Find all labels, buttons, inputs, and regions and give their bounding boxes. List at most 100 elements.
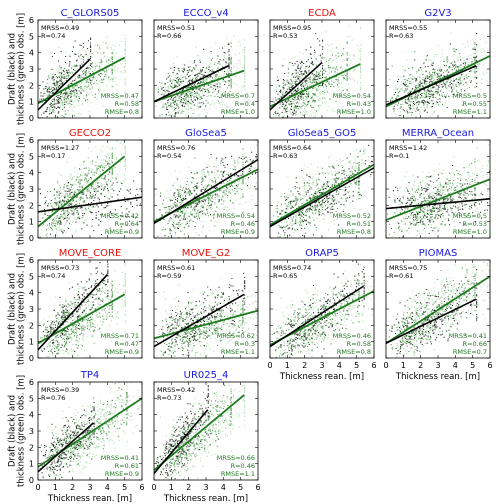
black-r: R=0.66 bbox=[157, 32, 181, 40]
panel-glosea5: GloSea5 MRSS=0.76R=0.54 MRSS=0.54R=0.46RMS… bbox=[153, 128, 259, 239]
green-fit-line bbox=[386, 178, 490, 221]
x-tick-label: 3 bbox=[87, 483, 92, 492]
x-tick-label: 3 bbox=[319, 361, 324, 370]
plot-area bbox=[386, 20, 490, 118]
y-tick-label: 0 bbox=[29, 476, 34, 485]
green-mrss: MRSS=0.46 bbox=[333, 332, 371, 340]
black-fit-line bbox=[38, 58, 91, 111]
y-axis-label-line2: thickness (green) obs. [m] bbox=[17, 375, 27, 487]
black-r: R=0.74 bbox=[41, 32, 65, 40]
x-tick-label: 0 bbox=[383, 361, 388, 370]
black-mrss: MRSS=0.39 bbox=[41, 386, 79, 394]
y-tick-label: 1 bbox=[29, 460, 34, 469]
green-rmse: RMSE=0.9 bbox=[221, 228, 255, 236]
green-r: R=0.3 bbox=[235, 340, 255, 348]
y-tick-label: 2 bbox=[29, 321, 34, 330]
panel-ur025_4: 0 1 2 3 4 5 6 Thickness rean. [m] UR025_4 MRSS=0.… bbox=[151, 370, 260, 504]
green-r: R=0.53 bbox=[463, 220, 487, 228]
x-tick-label: 5 bbox=[470, 361, 475, 370]
x-tick-label: 3 bbox=[435, 361, 440, 370]
black-r: R=0.17 bbox=[41, 152, 65, 160]
x-tick-label: 4 bbox=[337, 361, 342, 370]
green-rmse: RMSE=0.7 bbox=[453, 348, 487, 356]
green-mrss: MRSS=0.66 bbox=[217, 454, 255, 462]
y-axis-label-line2: thickness (green) obs. [m] bbox=[17, 13, 27, 125]
x-tick-label: 1 bbox=[53, 483, 58, 492]
black-r: R=0.65 bbox=[273, 272, 297, 280]
green-rmse: RMSE=1.0 bbox=[337, 108, 371, 116]
y-tick-label: 2 bbox=[29, 81, 34, 90]
y-tick-label: 6 bbox=[29, 136, 34, 145]
black-fit-line bbox=[38, 196, 142, 213]
black-r: R=0.73 bbox=[157, 394, 181, 402]
green-rmse: RMSE=0.9 bbox=[105, 470, 139, 478]
y-tick-label: 5 bbox=[29, 394, 34, 403]
reference-line bbox=[38, 291, 102, 353]
black-fit-line bbox=[154, 65, 229, 103]
panel-title: G2V3 bbox=[424, 8, 451, 19]
black-mrss: MRSS=0.42 bbox=[157, 386, 195, 394]
green-r: R=0.51 bbox=[347, 220, 371, 228]
y-tick-label: 4 bbox=[29, 411, 34, 420]
reference-line bbox=[38, 51, 102, 113]
green-mrss: MRSS=0.54 bbox=[333, 92, 371, 100]
panel-title: ECCO_v4 bbox=[183, 8, 228, 19]
panel-move_g2: MOVE_G2 MRSS=0.61R=0.59 MRSS=0.62R=0.3RMSE… bbox=[153, 248, 259, 359]
x-tick-label: 2 bbox=[186, 483, 191, 492]
black-mrss: MRSS=0.64 bbox=[273, 144, 311, 152]
green-r: R=0.46 bbox=[231, 220, 255, 228]
panel-gecco2: 0 1 2 3 4 5 6 GECCO2 MRSS=1.27R=0.17 MRSS=0.42R=0… bbox=[29, 128, 143, 243]
reference-line bbox=[154, 291, 218, 353]
y-tick-label: 5 bbox=[29, 272, 34, 281]
x-tick-label: 1 bbox=[169, 483, 174, 492]
x-tick-label: 6 bbox=[487, 361, 492, 370]
green-rmse: RMSE=0.9 bbox=[105, 228, 139, 236]
green-mrss: MRSS=0.54 bbox=[217, 212, 255, 220]
green-rmse: RMSE=0.8 bbox=[105, 108, 139, 116]
y-tick-label: 1 bbox=[29, 338, 34, 347]
x-tick-label: 0 bbox=[267, 361, 272, 370]
x-axis-label: Thickness rean. [m] bbox=[395, 372, 480, 382]
x-tick-label: 5 bbox=[354, 361, 359, 370]
panel-title: C_GLORS05 bbox=[61, 8, 120, 19]
x-tick-label: 6 bbox=[255, 483, 260, 492]
black-fit-line bbox=[38, 422, 94, 473]
black-r: R=0.76 bbox=[41, 394, 65, 402]
green-rmse: RMSE=0.8 bbox=[337, 228, 371, 236]
black-r: R=0.74 bbox=[41, 272, 65, 280]
y-axis-label-line1: Draft (black) and bbox=[7, 153, 17, 225]
x-tick-label: 0 bbox=[151, 483, 156, 492]
black-mrss: MRSS=0.51 bbox=[157, 24, 195, 32]
panel-ecco_v4: ECCO_v4 MRSS=0.51R=0.66 MRSS=0.7R=0.4RMSE=… bbox=[153, 8, 259, 119]
green-r: R=0.4 bbox=[235, 100, 255, 108]
x-axis-label: Thickness rean. [m] bbox=[279, 372, 364, 382]
plot-area bbox=[38, 260, 142, 358]
reference-line bbox=[154, 51, 218, 113]
x-tick-label: 5 bbox=[238, 483, 243, 492]
black-fit-line bbox=[386, 198, 490, 210]
scatter-points bbox=[276, 144, 374, 237]
x-tick-label: 5 bbox=[122, 483, 127, 492]
black-fit-line bbox=[270, 61, 323, 111]
y-tick-label: 0 bbox=[29, 234, 34, 243]
green-rmse: RMSE=1.0 bbox=[221, 108, 255, 116]
black-r: R=0.54 bbox=[157, 152, 181, 160]
green-rmse: RMSE=1.0 bbox=[453, 228, 487, 236]
y-axis-label-line1: Draft (black) and bbox=[7, 33, 17, 105]
green-r: R=0.61 bbox=[115, 462, 139, 470]
plot-area bbox=[154, 20, 258, 118]
green-r: R=0.64 bbox=[115, 220, 139, 228]
panel-title: PIOMAS bbox=[419, 248, 458, 259]
green-r: R=0.46 bbox=[231, 462, 255, 470]
x-tick-label: 3 bbox=[203, 483, 208, 492]
y-tick-label: 1 bbox=[29, 98, 34, 107]
black-mrss: MRSS=0.61 bbox=[157, 264, 195, 272]
point-cloud bbox=[39, 382, 142, 480]
x-tick-label: 2 bbox=[302, 361, 307, 370]
green-r: R=0.55 bbox=[463, 100, 487, 108]
y-tick-label: 4 bbox=[29, 169, 34, 178]
y-tick-label: 3 bbox=[29, 305, 34, 314]
y-tick-label: 3 bbox=[29, 65, 34, 74]
